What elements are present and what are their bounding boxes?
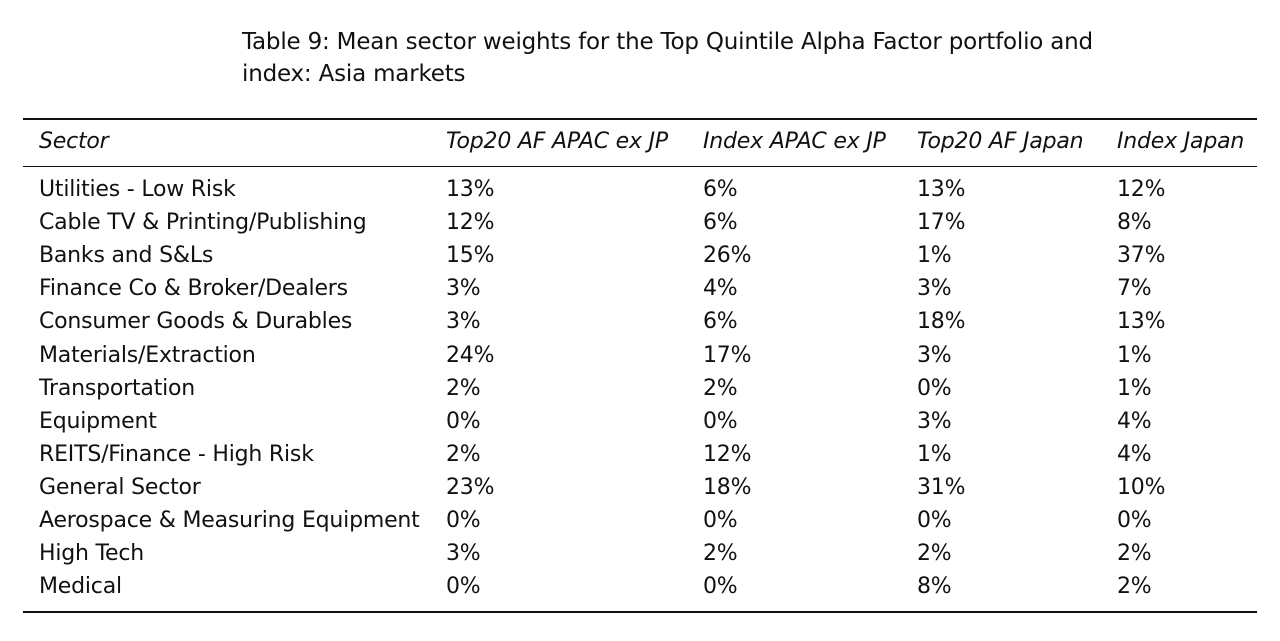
weight-cell: 2% <box>1117 541 1152 566</box>
weight-cell: 13% <box>1117 309 1166 334</box>
weight-cell: 17% <box>917 210 966 235</box>
weight-cell: 4% <box>1117 409 1152 434</box>
weight-cell: 2% <box>703 541 738 566</box>
header-top20-af-japan: Top20 AF Japan <box>917 129 1084 154</box>
weight-cell: 0% <box>446 574 481 599</box>
header-top20-af-apac-ex-jp: Top20 AF APAC ex JP <box>446 129 668 154</box>
sector-name-cell: Equipment <box>39 409 157 434</box>
weight-cell: 0% <box>917 508 952 533</box>
weight-cell: 0% <box>703 508 738 533</box>
table-row: Equipment 0% 0% 3% 4% <box>0 409 1280 442</box>
weight-cell: 12% <box>1117 177 1166 202</box>
header-sector: Sector <box>39 129 109 154</box>
weight-cell: 8% <box>1117 210 1152 235</box>
weight-cell: 12% <box>703 442 752 467</box>
table-row: Cable TV & Printing/Publishing 12% 6% 17% 8% <box>0 210 1280 243</box>
weight-cell: 10% <box>1117 475 1166 500</box>
weight-cell: 26% <box>703 243 752 268</box>
sector-name-cell: Materials/Extraction <box>39 343 256 368</box>
weight-cell: 0% <box>703 409 738 434</box>
table-row: Consumer Goods & Durables 3% 6% 18% 13% <box>0 309 1280 342</box>
sector-name-cell: REITS/Finance - High Risk <box>39 442 314 467</box>
weight-cell: 3% <box>917 276 952 301</box>
weight-cell: 18% <box>703 475 752 500</box>
weight-cell: 3% <box>917 343 952 368</box>
sector-name-cell: Consumer Goods & Durables <box>39 309 353 334</box>
weight-cell: 2% <box>446 442 481 467</box>
weight-cell: 6% <box>703 309 738 334</box>
weight-cell: 1% <box>1117 343 1152 368</box>
weight-cell: 6% <box>703 177 738 202</box>
table-caption: Table 9: Mean sector weights for the Top… <box>242 26 1102 90</box>
weight-cell: 1% <box>917 442 952 467</box>
weight-cell: 0% <box>703 574 738 599</box>
weight-cell: 2% <box>1117 574 1152 599</box>
caption-line-1: Table 9: Mean sector weights for the Top… <box>242 29 1093 55</box>
weight-cell: 3% <box>446 541 481 566</box>
table-row: Materials/Extraction 24% 17% 3% 1% <box>0 343 1280 376</box>
weight-cell: 2% <box>703 376 738 401</box>
weight-cell: 7% <box>1117 276 1152 301</box>
table-row: High Tech 3% 2% 2% 2% <box>0 541 1280 574</box>
weight-cell: 15% <box>446 243 495 268</box>
weight-cell: 37% <box>1117 243 1166 268</box>
weight-cell: 13% <box>446 177 495 202</box>
weight-cell: 6% <box>703 210 738 235</box>
sector-name-cell: Medical <box>39 574 122 599</box>
weight-cell: 12% <box>446 210 495 235</box>
weight-cell: 13% <box>917 177 966 202</box>
weight-cell: 23% <box>446 475 495 500</box>
table-row: Transportation 2% 2% 0% 1% <box>0 376 1280 409</box>
caption-line-2: index: Asia markets <box>242 61 466 87</box>
weight-cell: 17% <box>703 343 752 368</box>
weight-cell: 3% <box>446 276 481 301</box>
weight-cell: 1% <box>917 243 952 268</box>
sector-name-cell: High Tech <box>39 541 145 566</box>
header-index-apac-ex-jp: Index APAC ex JP <box>703 129 886 154</box>
weight-cell: 31% <box>917 475 966 500</box>
weight-cell: 24% <box>446 343 495 368</box>
sector-name-cell: Transportation <box>39 376 196 401</box>
table-row: General Sector 23% 18% 31% 10% <box>0 475 1280 508</box>
weight-cell: 3% <box>917 409 952 434</box>
weight-cell: 4% <box>1117 442 1152 467</box>
table-row: REITS/Finance - High Risk 2% 12% 1% 4% <box>0 442 1280 475</box>
sector-name-cell: Utilities - Low Risk <box>39 177 236 202</box>
weight-cell: 0% <box>917 376 952 401</box>
sector-name-cell: Finance Co & Broker/Dealers <box>39 276 348 301</box>
weight-cell: 0% <box>1117 508 1152 533</box>
weight-cell: 0% <box>446 409 481 434</box>
sector-name-cell: Aerospace & Measuring Equipment <box>39 508 420 533</box>
sector-name-cell: Cable TV & Printing/Publishing <box>39 210 367 235</box>
table-row: Finance Co & Broker/Dealers 3% 4% 3% 7% <box>0 276 1280 309</box>
table-row: Medical 0% 0% 8% 2% <box>0 574 1280 607</box>
table-top-rule <box>23 118 1257 120</box>
weight-cell: 18% <box>917 309 966 334</box>
weight-cell: 4% <box>703 276 738 301</box>
table-bottom-rule <box>23 611 1257 613</box>
weight-cell: 2% <box>917 541 952 566</box>
table-row: Utilities - Low Risk 13% 6% 13% 12% <box>0 177 1280 210</box>
sector-name-cell: Banks and S&Ls <box>39 243 214 268</box>
table-row: Banks and S&Ls 15% 26% 1% 37% <box>0 243 1280 276</box>
table-header-rule <box>23 166 1257 167</box>
table-row: Aerospace & Measuring Equipment 0% 0% 0% 0% <box>0 508 1280 541</box>
table-header-row: Sector Top20 AF APAC ex JP Index APAC ex… <box>0 129 1280 162</box>
weight-cell: 1% <box>1117 376 1152 401</box>
weight-cell: 0% <box>446 508 481 533</box>
header-index-japan: Index Japan <box>1117 129 1245 154</box>
weight-cell: 8% <box>917 574 952 599</box>
weight-cell: 2% <box>446 376 481 401</box>
weight-cell: 3% <box>446 309 481 334</box>
sector-name-cell: General Sector <box>39 475 201 500</box>
